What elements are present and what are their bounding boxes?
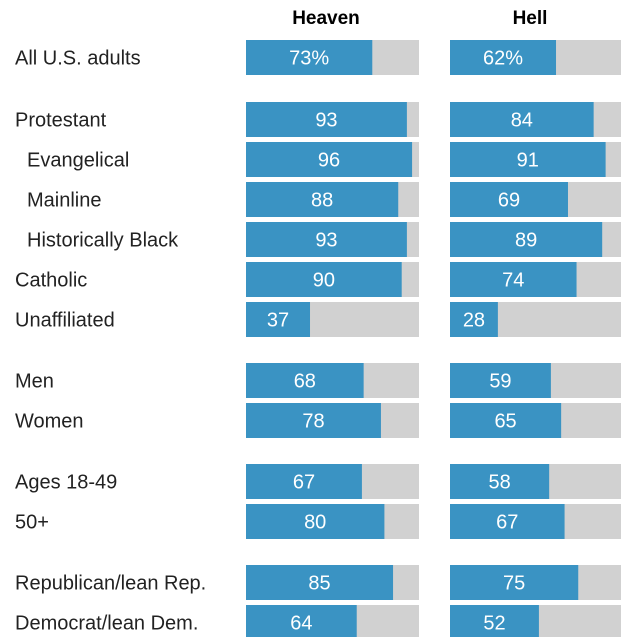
row-label: Men — [15, 371, 54, 393]
row-label: Ages 18-49 — [15, 472, 117, 494]
row-label: Unaffiliated — [15, 310, 115, 332]
bar-value-heaven — [246, 363, 364, 398]
bar-value-heaven — [246, 565, 394, 600]
data-label-hell: 84 — [511, 110, 533, 132]
data-label-hell: 74 — [502, 270, 524, 292]
data-label-hell: 67 — [496, 512, 518, 534]
data-label-heaven: 64 — [290, 613, 312, 635]
data-label-hell: 28 — [463, 310, 485, 332]
bar-value-heaven — [246, 182, 399, 217]
bar-value-hell — [450, 182, 568, 217]
data-label-heaven: 93 — [315, 230, 337, 252]
row-label: Evangelical — [27, 150, 129, 172]
data-label-hell: 62% — [483, 48, 523, 70]
row-label: All U.S. adults — [15, 48, 141, 70]
row-label: Historically Black — [27, 230, 179, 252]
bar-value-hell — [450, 262, 577, 297]
bar-value-hell — [450, 363, 551, 398]
row-label: Republican/lean Rep. — [15, 573, 206, 595]
row-label: Protestant — [15, 110, 107, 132]
data-label-hell: 52 — [483, 613, 505, 635]
row-label: Mainline — [27, 190, 101, 212]
data-label-hell: 89 — [515, 230, 537, 252]
data-label-heaven: 88 — [311, 190, 333, 212]
bar-value-hell — [450, 605, 539, 637]
data-label-heaven: 93 — [315, 110, 337, 132]
data-label-hell: 91 — [517, 150, 539, 172]
data-label-heaven: 80 — [304, 512, 326, 534]
bar-value-hell — [450, 464, 550, 499]
row-label: Women — [15, 411, 84, 433]
bar-value-heaven — [246, 504, 385, 539]
bar-value-heaven — [246, 403, 381, 438]
bar-value-hell — [450, 102, 594, 137]
column-header-heaven: Heaven — [292, 8, 360, 29]
data-label-heaven: 96 — [318, 150, 340, 172]
bar-value-hell — [450, 40, 557, 75]
data-label-heaven: 37 — [267, 310, 289, 332]
column-header-hell: Hell — [513, 8, 548, 29]
data-label-heaven: 90 — [313, 270, 335, 292]
data-label-heaven: 73% — [289, 48, 329, 70]
data-label-heaven: 78 — [302, 411, 324, 433]
bar-value-hell — [450, 565, 579, 600]
bar-value-heaven — [246, 40, 373, 75]
data-label-hell: 59 — [489, 371, 511, 393]
bar-value-heaven — [246, 464, 362, 499]
bar-value-heaven — [246, 262, 402, 297]
row-label: Catholic — [15, 270, 87, 292]
data-label-heaven: 85 — [308, 573, 330, 595]
bar-value-heaven — [246, 302, 311, 337]
data-label-hell: 65 — [494, 411, 516, 433]
bar-value-heaven — [246, 102, 407, 137]
bar-value-hell — [450, 302, 498, 337]
data-label-heaven: 68 — [294, 371, 316, 393]
bar-value-hell — [450, 403, 562, 438]
data-label-heaven: 67 — [293, 472, 315, 494]
data-label-hell: 69 — [498, 190, 520, 212]
data-label-hell: 58 — [488, 472, 510, 494]
row-label: 50+ — [15, 512, 49, 534]
row-label: Democrat/lean Dem. — [15, 613, 198, 635]
bar-value-heaven — [246, 222, 407, 257]
bar-value-hell — [450, 142, 606, 177]
bar-value-heaven — [246, 142, 413, 177]
bar-value-hell — [450, 222, 603, 257]
bar-value-hell — [450, 504, 565, 539]
bar-value-heaven — [246, 605, 357, 637]
data-label-hell: 75 — [503, 573, 525, 595]
